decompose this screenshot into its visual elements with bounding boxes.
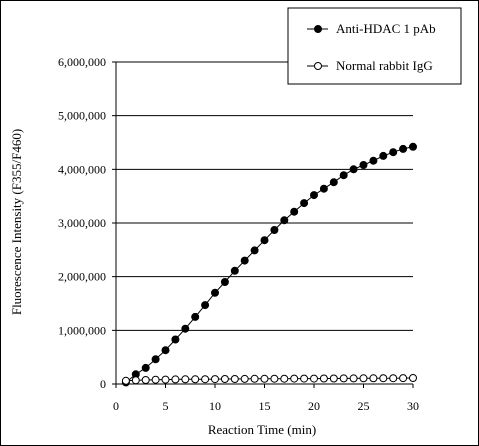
series-1-point-8 (201, 375, 210, 384)
legend-label-anti-hdac: Anti-HDAC 1 pAb (336, 21, 436, 36)
series-1-point-10 (220, 375, 229, 383)
series-1-point-18 (300, 374, 309, 383)
series-0-point-10 (220, 278, 229, 286)
series-0-point-9 (211, 288, 219, 297)
series-0-point-17 (290, 207, 299, 216)
y-tick-label-1: 1,000,000 (58, 323, 106, 337)
series-0-point-5 (171, 335, 180, 344)
series-0-point-16 (280, 216, 289, 225)
series-0-point-15 (270, 226, 279, 234)
y-tick-label-4: 4,000,000 (58, 162, 106, 176)
series-1-point-3 (151, 375, 160, 384)
series-1-point-27 (389, 374, 398, 383)
series-0-point-14 (260, 236, 269, 245)
series-0-point-12 (240, 256, 249, 265)
series-1-point-15 (270, 374, 279, 383)
x-tick-labels: 0 5 10 15 20 25 30 (113, 399, 419, 413)
series-1-point-11 (230, 375, 239, 383)
series-1-point-0 (121, 376, 130, 385)
axes (115, 62, 414, 388)
series-1-point-4 (161, 375, 170, 384)
series-0-point-22 (339, 171, 348, 180)
x-tick-label-4: 20 (308, 399, 320, 413)
series-1-point-21 (329, 374, 338, 383)
series-0-point-11 (230, 266, 239, 275)
x-tick-label-2: 10 (209, 399, 221, 413)
x-tick-label-6: 30 (407, 399, 419, 413)
series-1-point-16 (280, 374, 289, 383)
series-1-point-17 (290, 374, 299, 383)
series-1-point-7 (191, 375, 200, 384)
series-0-point-8 (201, 301, 210, 310)
series-0-point-19 (310, 191, 318, 200)
x-axis-label: Reaction Time (min) (208, 422, 316, 437)
series-0-point-18 (300, 199, 309, 208)
series-0-point-28 (399, 144, 408, 153)
series-0-line (125, 146, 414, 383)
x-tick-label-5: 25 (358, 399, 370, 413)
series-1-point-25 (369, 374, 378, 383)
series-layer (121, 142, 417, 387)
series-1-point-14 (260, 374, 269, 383)
series-0-point-2 (141, 363, 150, 372)
series-0-point-27 (389, 148, 398, 157)
series-0-point-13 (250, 246, 259, 255)
legend-marker-normal-igg (314, 62, 322, 70)
series-1-point-22 (339, 374, 348, 383)
legend-marker-anti-hdac (314, 25, 322, 33)
legend: Anti-HDAC 1 pAb Normal rabbit IgG (287, 7, 462, 85)
y-tick-labels: 0 1,000,000 2,000,000 3,000,000 4,000,000 5,0… (58, 55, 106, 391)
series-1-point-24 (359, 374, 368, 383)
series-1-point-9 (211, 375, 219, 384)
series-0-point-25 (369, 156, 378, 165)
y-tick-label-5: 5,000,000 (58, 109, 106, 123)
series-0-point-23 (349, 165, 358, 174)
series-1-point-19 (310, 374, 318, 383)
series-0-point-4 (161, 346, 170, 355)
legend-box (287, 7, 462, 85)
series-1-point-28 (399, 374, 408, 383)
x-tick-label-3: 15 (259, 399, 271, 413)
y-tick-label-6: 6,000,000 (58, 55, 106, 69)
x-tick-label-1: 5 (163, 399, 169, 413)
y-axis-label: Fluorescence Intensity (F355/F460) (9, 129, 24, 315)
gridlines (112, 61, 413, 385)
legend-label-normal-igg: Normal rabbit IgG (336, 58, 433, 73)
series-0-point-21 (329, 178, 338, 187)
series-0-point-20 (319, 184, 328, 193)
x-tick-label-0: 0 (113, 399, 119, 413)
series-1-point-29 (409, 374, 417, 382)
y-tick-label-3: 3,000,000 (58, 216, 106, 230)
series-0-point-7 (191, 312, 200, 321)
series-0-point-26 (379, 151, 388, 160)
series-1-point-12 (240, 374, 249, 383)
series-1-point-13 (250, 374, 259, 383)
y-tick-label-0: 0 (100, 377, 106, 391)
series-1-point-20 (319, 374, 328, 383)
series-1-point-26 (379, 374, 388, 383)
series-1-point-2 (141, 376, 150, 384)
series-1-point-5 (171, 375, 180, 384)
series-1-point-6 (181, 375, 190, 384)
y-tick-label-2: 2,000,000 (58, 270, 106, 284)
series-0-point-29 (409, 142, 417, 151)
series-1-point-23 (349, 374, 358, 383)
series-0-point-3 (151, 355, 160, 364)
series-0-point-6 (181, 324, 190, 333)
series-1-point-1 (131, 376, 140, 385)
series-0-point-24 (359, 161, 368, 169)
